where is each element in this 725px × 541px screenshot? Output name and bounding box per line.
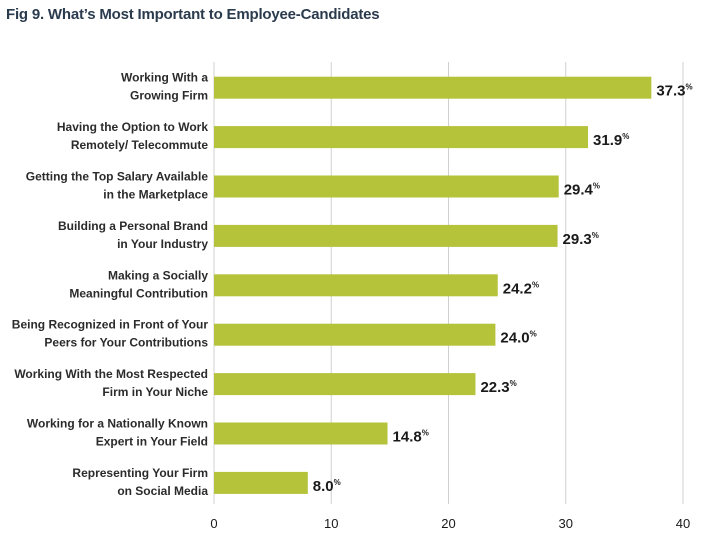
category-label: Working With a Growing Firm [121,71,208,103]
category-label: Representing Your Firm on Social Media [72,466,208,498]
x-tick-label: 20 [441,516,455,531]
value-label: 29.3% [563,231,599,248]
value-number: 22.3 [480,379,509,396]
value-number: 31.9 [593,132,622,149]
category-label-line: Firm in Your Niche [102,385,208,399]
category-label-line: Remotely/ Telecommute [71,138,208,152]
bar [214,224,558,247]
value-number: 8.0 [313,478,334,495]
value-label: 37.3% [656,83,692,100]
category-label-line: Being Recognized in Front of Your [12,318,209,332]
category-label-line: Peers for Your Contributions [44,336,208,350]
value-number: 37.3 [656,83,685,100]
value-label: 24.2% [503,280,539,297]
value-label: 22.3% [480,379,516,396]
value-unit: % [622,132,629,141]
category-label-line: in Your Industry [117,237,208,251]
x-tick-label: 30 [559,516,573,531]
value-unit: % [422,429,429,438]
bar [214,323,496,346]
value-number: 29.3 [563,231,592,248]
category-label-line: Growing Firm [130,89,208,103]
value-unit: % [592,231,599,240]
category-label-line: Expert in Your Field [96,435,208,449]
value-unit: % [686,83,693,92]
value-unit: % [334,478,341,487]
value-number: 24.0 [500,330,529,347]
x-tick-label: 0 [210,516,217,531]
category-label-line: Working With the Most Respected [14,367,208,381]
value-label: 29.4% [564,182,600,199]
value-unit: % [532,280,539,289]
bar [214,175,559,198]
value-number: 14.8 [393,429,422,446]
bar [214,373,476,396]
category-label-line: Building a Personal Brand [58,219,208,233]
category-label: Making a Socially Meaningful Contribution [69,268,208,300]
value-unit: % [593,182,600,191]
x-tick-label: 40 [676,516,690,531]
category-label: Being Recognized in Front of Your Peers f… [12,318,209,350]
bar [214,274,498,297]
value-label: 14.8% [393,429,429,446]
value-label: 8.0% [313,478,341,495]
category-label-line: Making a Socially [108,268,208,282]
value-unit: % [510,379,517,388]
category-label-line: on Social Media [117,484,208,498]
category-label-line: in the Marketplace [103,188,208,202]
value-unit: % [530,330,537,339]
category-label: Working With the Most Respected Firm in Y… [14,367,208,399]
category-label-line: Having the Option to Work [57,120,208,134]
category-label-line: Working for a Nationally Known [27,417,208,431]
category-label-line: Meaningful Contribution [69,286,208,300]
chart-title: Fig 9. What’s Most Important to Employee… [6,6,380,23]
bar [214,471,308,494]
value-label: 24.0% [500,330,536,347]
category-label-line: Getting the Top Salary Available [26,170,209,184]
x-tick-label: 10 [324,516,338,531]
category-label-line: Working With a [121,71,208,85]
bar [214,76,652,99]
category-label: Building a Personal Brand in Your Industr… [58,219,208,251]
value-number: 29.4 [564,182,594,199]
bar [214,126,589,149]
category-label: Having the Option to Work Remotely/ Telec… [57,120,208,152]
category-label: Getting the Top Salary Available in the M… [26,170,209,202]
bar [214,422,388,445]
value-number: 24.2 [503,280,532,297]
category-label-line: Representing Your Firm [72,466,208,480]
category-label: Working for a Nationally Known Expert in … [27,417,208,449]
value-label: 31.9% [593,132,629,149]
